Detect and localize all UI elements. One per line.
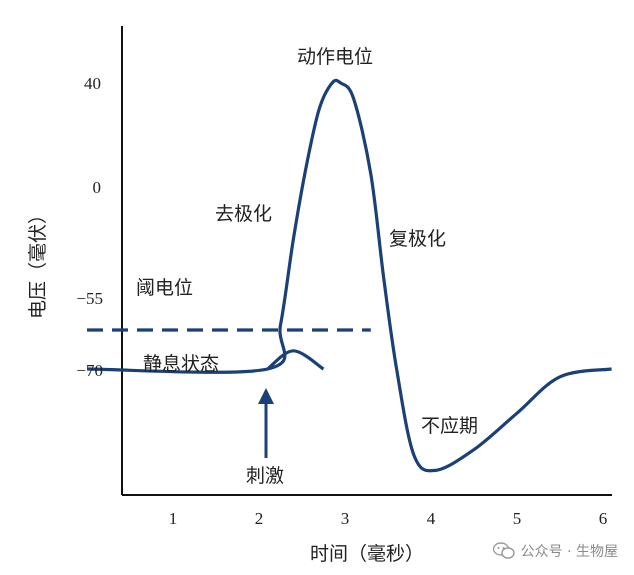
x-tick-label: 5 (513, 509, 522, 528)
label-refractory: 不应期 (421, 415, 478, 437)
wechat-icon (492, 542, 515, 559)
label-threshold: 阈电位 (136, 277, 193, 299)
x-tick-label: 6 (599, 509, 608, 528)
membrane-potential-curve (86, 78, 612, 473)
y-tick-label: 0 (93, 178, 102, 197)
y-tick-label: 40 (84, 74, 101, 93)
stimulus-arrow (258, 388, 274, 458)
x-axis-title: 时间（毫秒） (310, 543, 424, 565)
axes (121, 26, 612, 496)
y-tick-label: −70 (76, 361, 103, 380)
label-resting-state: 静息状态 (143, 353, 219, 375)
x-tick-label: 3 (341, 509, 350, 528)
label-depolarization: 去极化 (215, 203, 272, 225)
x-tick-label: 4 (427, 509, 436, 528)
label-stimulus: 刺激 (246, 465, 284, 487)
label-repolarization: 复极化 (389, 228, 446, 250)
stimulus-arrow-head (258, 388, 274, 404)
subthreshold-response-curve (266, 349, 325, 371)
y-tick-label: −55 (76, 289, 103, 308)
y-axis-title: 电压（毫伏） (27, 205, 49, 319)
annotations: 动作电位 去极化 复极化 阈电位 静息状态 不应期 刺激 (136, 46, 478, 487)
curves (86, 78, 612, 473)
label-action-potential: 动作电位 (297, 46, 373, 68)
watermark: 公众号 · 生物屋 (492, 541, 618, 561)
watermark-text: 公众号 · 生物屋 (520, 544, 618, 560)
y-tick-labels: 40 0 −55 −70 (76, 74, 103, 380)
x-tick-labels: 1 2 3 4 5 6 (169, 509, 608, 528)
x-tick-label: 1 (169, 509, 178, 528)
x-tick-label: 2 (255, 509, 264, 528)
